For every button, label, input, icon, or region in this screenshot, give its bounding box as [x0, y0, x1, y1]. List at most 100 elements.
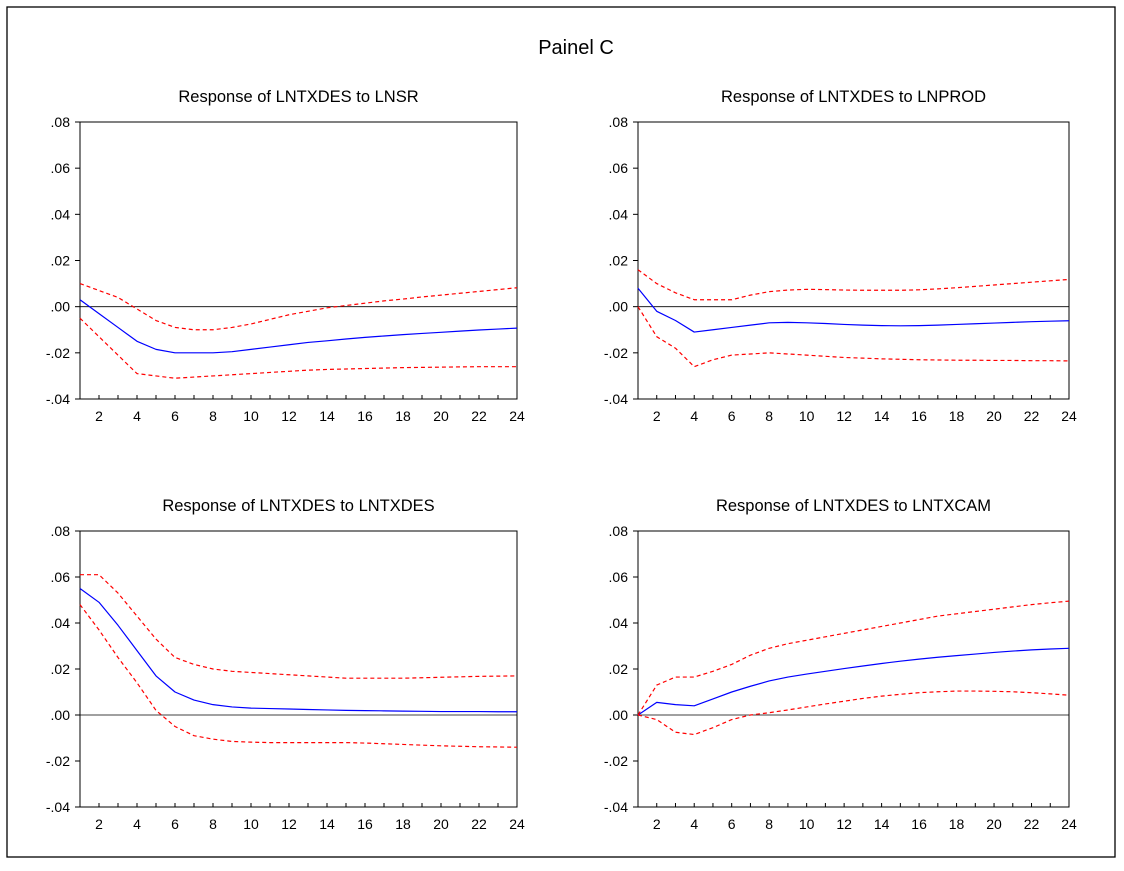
x-tick-label: 20	[986, 816, 1002, 832]
x-tick-label: 10	[243, 408, 259, 424]
y-tick-label: .02	[609, 661, 629, 677]
chart-title: Response of LNTXDES to LNPROD	[721, 88, 986, 106]
y-tick-label: .04	[609, 615, 629, 631]
y-tick-label: .02	[51, 661, 71, 677]
x-tick-label: 22	[471, 408, 487, 424]
series-line-lower	[637, 690, 1070, 736]
series-line-upper	[80, 574, 518, 679]
x-tick-label: 6	[171, 816, 179, 832]
y-tick-label: -.04	[604, 799, 628, 815]
x-tick-label: 18	[949, 408, 965, 424]
chart-panel-2: Response of LNTXDES to LNPROD .08 .06 .04 .0…	[604, 88, 1077, 424]
y-tick-label: .06	[609, 569, 629, 585]
chart-panel-1: Response of LNTXDES to LNSR .08 .06 .04 .02.…	[46, 88, 525, 424]
series-line-response	[79, 299, 518, 354]
y-tick-label: .04	[609, 206, 629, 222]
series-line-lower	[637, 306, 1070, 368]
x-tick-label: 2	[653, 816, 661, 832]
chart-panel-4: Response of LNTXDES to LNTXCAM .08 .06 .04.…	[604, 497, 1077, 832]
y-tick-label: -.02	[604, 345, 628, 361]
chart-panel-3: Response of LNTXDES to LNTXDES .08 .06 .04.…	[46, 497, 525, 832]
y-tick-label: .02	[51, 253, 71, 269]
x-tick-label: 12	[836, 816, 852, 832]
x-tick-label: 12	[281, 408, 297, 424]
y-tick-label: -.02	[46, 753, 70, 769]
x-tick-label: 2	[653, 408, 661, 424]
x-tick-label: 24	[1061, 408, 1077, 424]
x-tick-label: 16	[357, 408, 373, 424]
x-tick-label: 16	[357, 816, 373, 832]
x-tick-label: 2	[95, 816, 103, 832]
x-tick-label: 4	[690, 816, 698, 832]
y-tick-label: .08	[609, 114, 629, 130]
series-line-response	[637, 647, 1070, 716]
x-tick-label: 16	[911, 816, 927, 832]
x-tick-label: 10	[799, 816, 815, 832]
y-tick-label: .00	[609, 299, 629, 315]
chart-title: Response of LNTXDES to LNSR	[178, 88, 418, 106]
series-line-response	[637, 287, 1070, 333]
x-tick-label: 4	[133, 816, 141, 832]
x-tick-label: 6	[171, 408, 179, 424]
x-tick-label: 6	[728, 816, 736, 832]
figure-title: Painel C	[538, 37, 614, 59]
panels: Response of LNTXDES to LNSR .08 .06 .04 .02.…	[46, 88, 1077, 832]
x-tick-label: 8	[209, 408, 217, 424]
series-line-lower	[79, 604, 518, 748]
x-tick-label: 10	[243, 816, 259, 832]
x-tick-label: 6	[728, 408, 736, 424]
x-tick-label: 18	[395, 816, 411, 832]
y-tick-label: .08	[609, 523, 629, 539]
x-tick-label: 10	[799, 408, 815, 424]
x-tick-label: 16	[911, 408, 927, 424]
y-tick-label: .00	[51, 707, 71, 723]
x-tick-label: 14	[874, 408, 890, 424]
y-tick-label: -.02	[604, 753, 628, 769]
y-tick-label: .04	[51, 615, 71, 631]
x-tick-label: 22	[1024, 408, 1040, 424]
x-tick-label: 18	[395, 408, 411, 424]
figure-frame	[6, 6, 1116, 858]
y-tick-label: -.04	[46, 799, 70, 815]
series-line-lower	[79, 317, 517, 379]
x-tick-label: 8	[765, 816, 773, 832]
x-tick-label: 12	[281, 816, 297, 832]
x-tick-label: 2	[95, 408, 103, 424]
y-tick-label: .08	[51, 523, 71, 539]
y-tick-label: .06	[51, 160, 71, 176]
series-line-upper	[637, 269, 1070, 301]
y-tick-label: .04	[51, 206, 71, 222]
x-tick-label: 20	[433, 816, 449, 832]
series-line-response	[79, 588, 517, 713]
x-tick-label: 24	[509, 816, 525, 832]
x-tick-label: 24	[1061, 816, 1077, 832]
y-tick-label: .06	[609, 160, 629, 176]
chart-title: Response of LNTXDES to LNTXCAM	[716, 497, 991, 515]
x-tick-label: 18	[949, 816, 965, 832]
y-tick-label: .08	[51, 114, 71, 130]
y-tick-label: .00	[51, 299, 71, 315]
y-tick-label: -.02	[46, 345, 70, 361]
x-tick-label: 14	[319, 816, 335, 832]
x-tick-label: 22	[471, 816, 487, 832]
x-tick-label: 14	[319, 408, 335, 424]
series-line-upper	[637, 600, 1070, 716]
y-tick-label: -.04	[46, 391, 70, 407]
x-tick-label: 24	[509, 408, 525, 424]
x-tick-label: 22	[1024, 816, 1040, 832]
y-tick-label: .00	[609, 707, 629, 723]
x-tick-label: 4	[690, 408, 698, 424]
x-tick-label: 20	[433, 408, 449, 424]
x-tick-label: 14	[874, 816, 890, 832]
x-tick-label: 4	[133, 408, 141, 424]
x-tick-label: 20	[986, 408, 1002, 424]
x-tick-label: 8	[765, 408, 773, 424]
x-tick-label: 12	[836, 408, 852, 424]
y-tick-label: -.04	[604, 391, 628, 407]
chart-title: Response of LNTXDES to LNTXDES	[162, 497, 434, 515]
x-tick-label: 8	[209, 816, 217, 832]
y-tick-label: .02	[609, 253, 629, 269]
y-tick-label: .06	[51, 569, 71, 585]
